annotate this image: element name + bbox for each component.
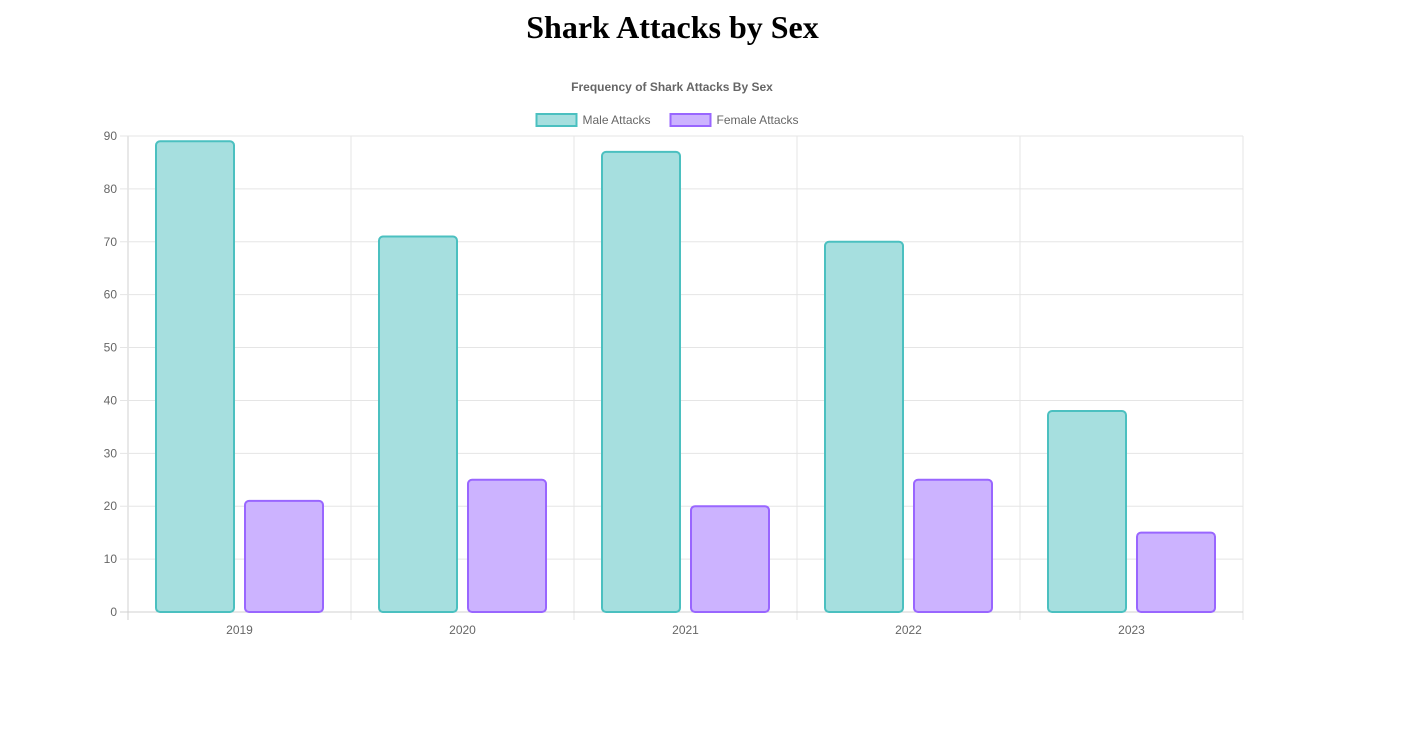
y-tick-label: 90 xyxy=(104,129,118,143)
y-tick-label: 40 xyxy=(104,393,118,407)
y-tick-label: 30 xyxy=(104,446,118,460)
y-axis-ticks: 0 10 20 30 40 50 60 70 80 90 xyxy=(104,129,118,619)
y-tick-label: 0 xyxy=(110,605,117,619)
x-tick-label: 2020 xyxy=(449,623,476,637)
bar-female-attacks[interactable] xyxy=(244,499,324,613)
y-tick-label: 50 xyxy=(104,341,118,355)
bar-male-attacks[interactable] xyxy=(1047,410,1127,613)
legend-swatch[interactable] xyxy=(669,113,712,127)
legend-label[interactable]: Male Attacks xyxy=(583,113,651,127)
x-tick-label: 2019 xyxy=(226,623,253,637)
bar-male-attacks[interactable] xyxy=(378,235,458,613)
x-tick-label: 2021 xyxy=(672,623,699,637)
x-axis-ticks: 2019 2020 2021 2022 2023 xyxy=(226,623,1145,637)
chart-title: Frequency of Shark Attacks By Sex xyxy=(571,80,773,94)
y-tick-label: 60 xyxy=(104,288,118,302)
x-gridlines xyxy=(127,136,1244,620)
bars xyxy=(155,140,1216,614)
y-tick-label: 80 xyxy=(104,182,118,196)
bar-male-attacks[interactable] xyxy=(155,140,235,614)
bar-male-attacks[interactable] xyxy=(601,150,681,613)
y-tick-label: 20 xyxy=(104,499,118,513)
legend-swatch[interactable] xyxy=(535,113,578,127)
y-tick-label: 10 xyxy=(104,552,118,566)
bar-male-attacks[interactable] xyxy=(824,240,904,613)
chart-legend: Male Attacks Female Attacks xyxy=(535,113,799,127)
bar-female-attacks[interactable] xyxy=(690,505,770,614)
legend-label[interactable]: Female Attacks xyxy=(717,113,799,127)
bar-female-attacks[interactable] xyxy=(467,478,547,613)
bar-female-attacks[interactable] xyxy=(1136,531,1216,614)
x-tick-label: 2023 xyxy=(1118,623,1145,637)
y-tick-label: 70 xyxy=(104,235,118,249)
bar-female-attacks[interactable] xyxy=(913,478,993,613)
page-heading: Shark Attacks by Sex xyxy=(526,9,819,45)
x-tick-label: 2022 xyxy=(895,623,922,637)
